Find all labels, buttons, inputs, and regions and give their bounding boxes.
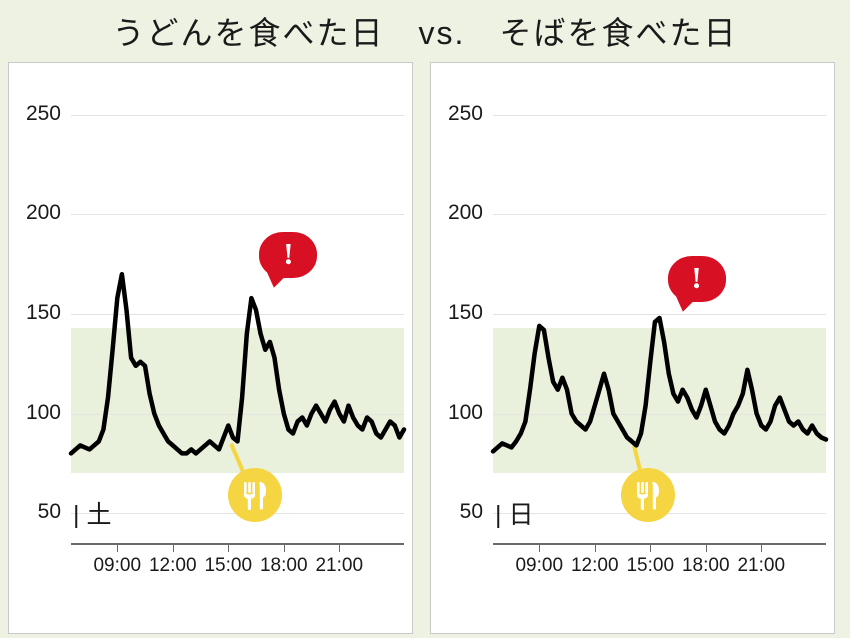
gridline-udon-100 [71,414,404,415]
y-tick-label-soba-100: 100 [447,400,483,424]
plot-area-soba: 50 100 150 200 250 09:00 12:00 15:00 18:00 21:00 |… [431,63,834,633]
meal-marker-soba [621,468,676,522]
x-tick-label-soba-3: 18:00 [681,555,730,576]
x-axis-udon [71,543,404,545]
y-tick-label-soba-200: 200 [447,201,483,225]
gridline-udon-150 [71,314,404,315]
x-tick-soba-1 [595,545,596,552]
day-label-soba: | 日 [495,501,534,529]
y-tick-label-udon-100: 100 [25,400,61,424]
x-tick-soba-2 [650,545,651,552]
x-tick-udon-4 [339,545,340,552]
day-label-udon: | 土 [73,501,112,529]
x-tick-label-soba-1: 12:00 [570,555,619,576]
x-tick-soba-4 [761,545,762,552]
chart-panel-udon: 50 100 150 200 250 09:00 12:00 15:00 18:00 21:00 |… [8,62,413,634]
glucose-series-udon [68,271,407,456]
alert-symbol-udon: ! [283,236,294,272]
x-tick-label-udon-0: 09:00 [93,555,142,576]
y-tick-label-udon-250: 250 [25,101,61,125]
x-tick-soba-0 [539,545,540,552]
x-tick-soba-3 [706,545,707,552]
gridline-soba-100 [493,414,826,415]
x-tick-udon-2 [228,545,229,552]
plot-area-udon: 50 100 150 200 250 09:00 12:00 15:00 18:00 21:00 |… [9,63,412,633]
x-axis-soba [493,543,826,545]
y-tick-label-soba-50: 50 [459,500,483,524]
glucose-series-soba [490,315,829,454]
high-alert-badge-soba: ! [667,255,726,302]
page-title: うどんを食べた日 vs. そばを食べた日 [112,15,738,51]
chart-panel-soba: 50 100 150 200 250 09:00 12:00 15:00 18:00 21:00 |… [430,62,835,634]
x-tick-udon-0 [117,545,118,552]
y-tick-label-soba-150: 150 [447,301,483,324]
x-tick-label-udon-3: 18:00 [259,555,308,576]
high-alert-badge-udon: ! [259,232,318,279]
gridline-udon-200 [71,214,404,215]
fork-knife-icon [243,481,266,511]
x-tick-label-soba-2: 15:00 [626,555,675,576]
fork-knife-icon [637,481,660,511]
x-tick-udon-3 [284,545,285,552]
meal-marker-udon [227,468,282,522]
gridline-soba-150 [493,314,826,315]
y-tick-label-udon-200: 200 [25,201,61,225]
alert-symbol-soba: ! [691,259,702,295]
x-tick-label-soba-0: 09:00 [515,555,564,576]
x-tick-label-udon-2: 15:00 [204,555,253,576]
target-range-band-udon [71,327,404,474]
gridline-udon-250 [71,115,404,116]
y-tick-label-soba-250: 250 [447,101,483,125]
y-tick-label-udon-50: 50 [37,500,61,524]
x-tick-label-udon-1: 12:00 [148,555,197,576]
gridline-soba-250 [493,115,826,116]
gridline-soba-200 [493,214,826,215]
x-tick-label-udon-4: 21:00 [315,555,364,576]
x-tick-udon-1 [173,545,174,552]
y-tick-label-udon-150: 150 [25,301,61,324]
x-tick-label-soba-4: 21:00 [737,555,786,576]
